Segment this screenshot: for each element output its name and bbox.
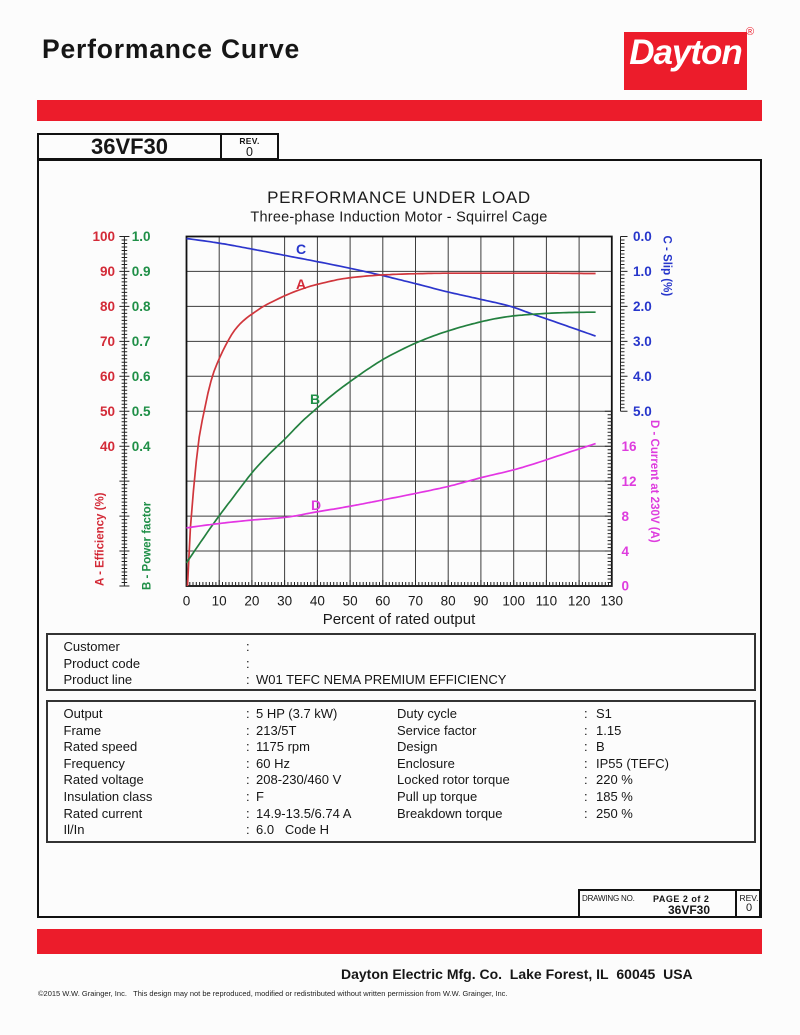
svg-text:80: 80	[100, 299, 115, 314]
svg-text:0.6: 0.6	[132, 369, 151, 384]
svg-text:B - Power factor: B - Power factor	[142, 501, 154, 590]
svg-text:90: 90	[100, 264, 115, 279]
svg-text:2.0: 2.0	[633, 299, 652, 314]
svg-text:30: 30	[277, 594, 292, 609]
svg-text:10: 10	[212, 594, 227, 609]
svg-text:D - Current at 230V (A): D - Current at 230V (A)	[648, 420, 660, 543]
svg-text:40: 40	[100, 439, 115, 454]
svg-text:70: 70	[100, 334, 115, 349]
svg-text:0.0: 0.0	[633, 229, 652, 244]
svg-text:B: B	[310, 391, 320, 407]
svg-text:50: 50	[100, 404, 115, 419]
svg-text:PERFORMANCE UNDER LOAD: PERFORMANCE UNDER LOAD	[267, 188, 531, 207]
svg-text:0: 0	[183, 594, 191, 609]
svg-text:50: 50	[343, 594, 358, 609]
svg-text:Three-phase Induction Motor -: Three-phase Induction Motor - Squirrel C…	[250, 210, 547, 226]
svg-text:120: 120	[568, 594, 591, 609]
svg-text:3.0: 3.0	[633, 334, 652, 349]
svg-text:1.0: 1.0	[633, 264, 652, 279]
svg-text:80: 80	[441, 594, 456, 609]
svg-text:8: 8	[622, 509, 630, 524]
svg-text:0.8: 0.8	[132, 299, 151, 314]
svg-text:A - Efficiency (%): A - Efficiency (%)	[95, 492, 107, 586]
svg-text:100: 100	[92, 229, 115, 244]
svg-text:110: 110	[536, 594, 558, 609]
svg-text:C - Slip (%): C - Slip (%)	[661, 236, 673, 297]
svg-text:C: C	[296, 241, 306, 257]
svg-text:0: 0	[622, 579, 630, 594]
svg-text:12: 12	[622, 474, 637, 489]
svg-text:70: 70	[408, 594, 423, 609]
svg-text:90: 90	[473, 594, 488, 609]
svg-text:D: D	[311, 497, 321, 513]
svg-text:0.9: 0.9	[132, 264, 151, 279]
svg-text:A: A	[296, 276, 306, 292]
svg-text:60: 60	[100, 369, 115, 384]
svg-text:20: 20	[244, 594, 259, 609]
svg-text:0.4: 0.4	[132, 439, 151, 454]
svg-text:4: 4	[622, 544, 630, 559]
svg-text:40: 40	[310, 594, 325, 609]
svg-text:4.0: 4.0	[633, 369, 652, 384]
svg-text:1.0: 1.0	[132, 229, 151, 244]
svg-text:16: 16	[622, 439, 638, 454]
svg-text:60: 60	[375, 594, 390, 609]
svg-text:100: 100	[502, 594, 525, 609]
svg-text:5.0: 5.0	[633, 404, 652, 419]
svg-text:130: 130	[601, 594, 624, 609]
svg-text:Percent of rated output: Percent of rated output	[323, 611, 476, 628]
svg-text:0.7: 0.7	[132, 334, 151, 349]
svg-text:0.5: 0.5	[132, 404, 151, 419]
